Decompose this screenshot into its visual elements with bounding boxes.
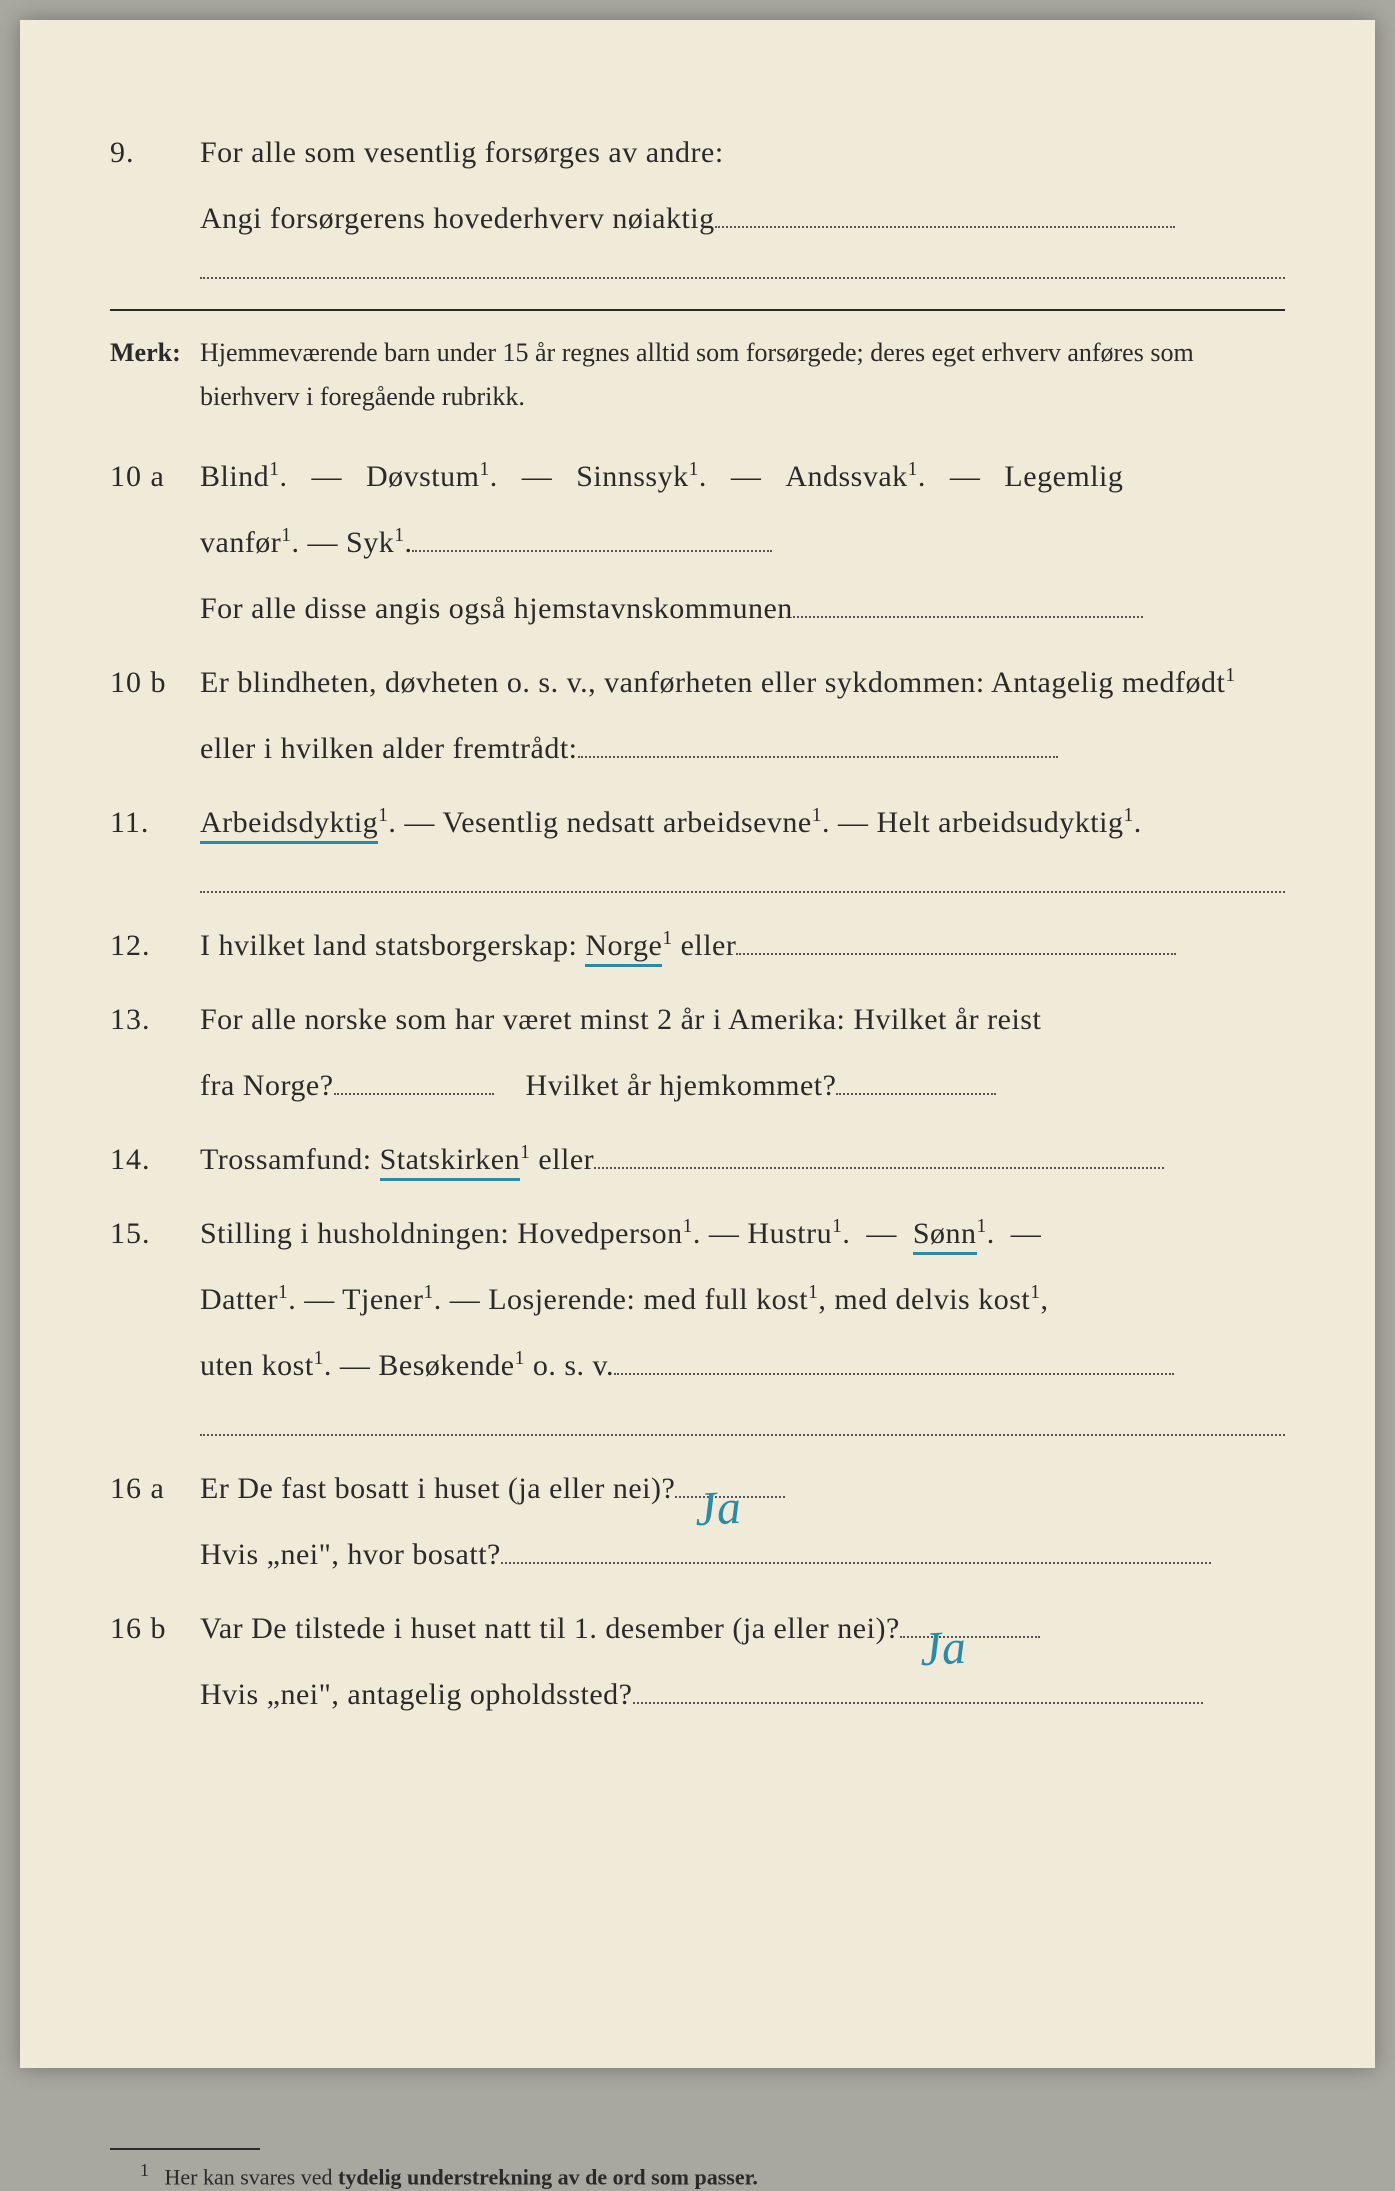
- q10a-syk: Syk: [346, 526, 394, 559]
- question-12: 12. I hvilket land statsborgerskap: Norg…: [110, 913, 1285, 979]
- q10a-blank2: [793, 616, 1143, 618]
- question-10b: 10 b Er blindheten, døvheten o. s. v., v…: [110, 650, 1285, 782]
- q11-number: 11.: [110, 806, 200, 840]
- q10a-line3: For alle disse angis også hjemstavnskomm…: [200, 592, 793, 625]
- question-15: 15. Stilling i husholdningen: Hovedperso…: [110, 1201, 1285, 1399]
- q16b-sub-blank: [633, 1702, 1203, 1704]
- merk-text: Hjemmeværende barn under 15 år regnes al…: [200, 331, 1285, 419]
- q12-number: 12.: [110, 929, 200, 963]
- question-14: 14. Trossamfund: Statskirken1 eller: [110, 1127, 1285, 1193]
- q12-norge-underlined: Norge: [585, 929, 662, 967]
- q13-blank2: [836, 1093, 996, 1095]
- q10a-dovstum: Døvstum: [366, 460, 480, 493]
- q16b-content: Var De tilstede i huset natt til 1. dese…: [200, 1596, 1285, 1728]
- q10b-blank: [578, 756, 1058, 758]
- q12-post: eller: [673, 929, 737, 962]
- q9-line2: Angi forsørgerens hovederhverv nøiaktig: [200, 202, 715, 235]
- q14-content: Trossamfund: Statskirken1 eller: [200, 1127, 1285, 1193]
- q10a-legemlig: Legemlig: [1004, 460, 1123, 493]
- q14-post: eller: [530, 1143, 594, 1176]
- q11-arbeidsdyktig-underlined: Arbeidsdyktig: [200, 806, 378, 844]
- q9-number: 9.: [110, 136, 200, 170]
- q10a-blind: Blind: [200, 460, 269, 493]
- q12-content: I hvilket land statsborgerskap: Norge1 e…: [200, 913, 1285, 979]
- q13-line1: For alle norske som har været minst 2 år…: [200, 1003, 1041, 1036]
- q14-number: 14.: [110, 1143, 200, 1177]
- question-9: 9. For alle som vesentlig forsørges av a…: [110, 120, 1285, 252]
- q15-besok: . — Besøkende: [324, 1349, 515, 1382]
- q11-content: Arbeidsdyktig1. — Vesentlig nedsatt arbe…: [200, 790, 1285, 856]
- q13-line2a: fra Norge?: [200, 1069, 334, 1102]
- q14-blank: [594, 1167, 1164, 1169]
- q13-content: For alle norske som har været minst 2 år…: [200, 987, 1285, 1119]
- question-13: 13. For alle norske som har været minst …: [110, 987, 1285, 1119]
- q9-content: For alle som vesentlig forsørges av andr…: [200, 120, 1285, 252]
- q16a-question: Er De fast bosatt i huset (ja eller nei)…: [200, 1472, 675, 1505]
- q16b-question: Var De tilstede i huset natt til 1. dese…: [200, 1612, 900, 1645]
- q15-delvis: , med delvis kost: [818, 1283, 1030, 1316]
- q16a-answer-line: Ja: [675, 1496, 785, 1498]
- footnote: 1 Her kan svares ved tydelig understrekn…: [110, 2160, 1285, 2190]
- q13-number: 13.: [110, 1003, 200, 1037]
- q16a-answer-handwritten: Ja: [693, 1455, 745, 1563]
- q10a-andssvak: Andssvak: [785, 460, 907, 493]
- q15-losj: . — Losjerende: med full kost: [434, 1283, 808, 1316]
- q10b-text1: Er blindheten, døvheten o. s. v., vanfør…: [200, 666, 1225, 699]
- question-16b: 16 b Var De tilstede i huset natt til 1.…: [110, 1596, 1285, 1728]
- q15-uten: uten kost: [200, 1349, 314, 1382]
- q15-blank: [614, 1373, 1174, 1375]
- footnote-rule: [110, 2148, 260, 2150]
- footnote-pre: Her kan svares ved: [165, 2165, 339, 2190]
- q15-pre: Stilling i husholdningen: Hovedperson: [200, 1217, 683, 1250]
- q10a-sinnssyk: Sinnssyk: [576, 460, 688, 493]
- q15-datter: Datter: [200, 1283, 278, 1316]
- q15-full-blank: [200, 1434, 1285, 1436]
- q11-full-blank: [200, 891, 1285, 893]
- q13-blank1: [334, 1093, 494, 1095]
- question-10a: 10 a Blind1. — Døvstum1. — Sinnssyk1. — …: [110, 444, 1285, 642]
- question-11: 11. Arbeidsdyktig1. — Vesentlig nedsatt …: [110, 790, 1285, 856]
- q16a-number: 16 a: [110, 1472, 200, 1506]
- q15-osv: o. s. v.: [525, 1349, 614, 1382]
- q14-statskirken-underlined: Statskirken: [380, 1143, 521, 1181]
- q9-full-blank: [200, 277, 1285, 279]
- footnote-number: 1: [140, 2160, 149, 2180]
- q15-sonn-underlined: Sønn: [913, 1217, 977, 1255]
- q10b-content: Er blindheten, døvheten o. s. v., vanfør…: [200, 650, 1285, 782]
- q10b-number: 10 b: [110, 666, 200, 700]
- q15-number: 15.: [110, 1217, 200, 1251]
- footnote-bold: tydelig understrekning av de ord som pas…: [338, 2165, 758, 2190]
- merk-label: Merk:: [110, 338, 200, 368]
- q10b-text2: eller i hvilken alder fremtrådt:: [200, 732, 578, 765]
- q11-mid: . — Vesentlig nedsatt arbeidsevne: [388, 806, 811, 839]
- q16a-sub: Hvis „nei", hvor bosatt?: [200, 1538, 501, 1571]
- q15-content: Stilling i husholdningen: Hovedperson1. …: [200, 1201, 1285, 1399]
- q12-blank: [736, 953, 1176, 955]
- q10a-content: Blind1. — Døvstum1. — Sinnssyk1. — Andss…: [200, 444, 1285, 642]
- q11-end: . — Helt arbeidsudyktig: [822, 806, 1123, 839]
- q10a-blank1: [412, 550, 772, 552]
- q16a-sub-blank: [501, 1562, 1211, 1564]
- q13-line2b: Hvilket år hjemkommet?: [526, 1069, 837, 1102]
- q12-pre: I hvilket land statsborgerskap:: [200, 929, 585, 962]
- q16b-number: 16 b: [110, 1612, 200, 1646]
- question-16a: 16 a Er De fast bosatt i huset (ja eller…: [110, 1456, 1285, 1588]
- q9-blank: [715, 226, 1175, 228]
- census-form-page: 9. For alle som vesentlig forsørges av a…: [20, 20, 1375, 2068]
- q10a-number: 10 a: [110, 460, 200, 494]
- q16b-answer-line: Ja: [900, 1636, 1040, 1638]
- q16a-content: Er De fast bosatt i huset (ja eller nei)…: [200, 1456, 1285, 1588]
- q14-pre: Trossamfund:: [200, 1143, 380, 1176]
- q15-tjener: . — Tjener: [288, 1283, 423, 1316]
- q9-line1: For alle som vesentlig forsørges av andr…: [200, 136, 724, 169]
- merk-note: Merk: Hjemmeværende barn under 15 år reg…: [110, 309, 1285, 419]
- q10a-vanfor: vanfør: [200, 526, 281, 559]
- q15-hustru: . — Hustru: [693, 1217, 832, 1250]
- q16b-answer-handwritten: Ja: [917, 1595, 969, 1703]
- q16b-sub: Hvis „nei", antagelig opholdssted?: [200, 1678, 633, 1711]
